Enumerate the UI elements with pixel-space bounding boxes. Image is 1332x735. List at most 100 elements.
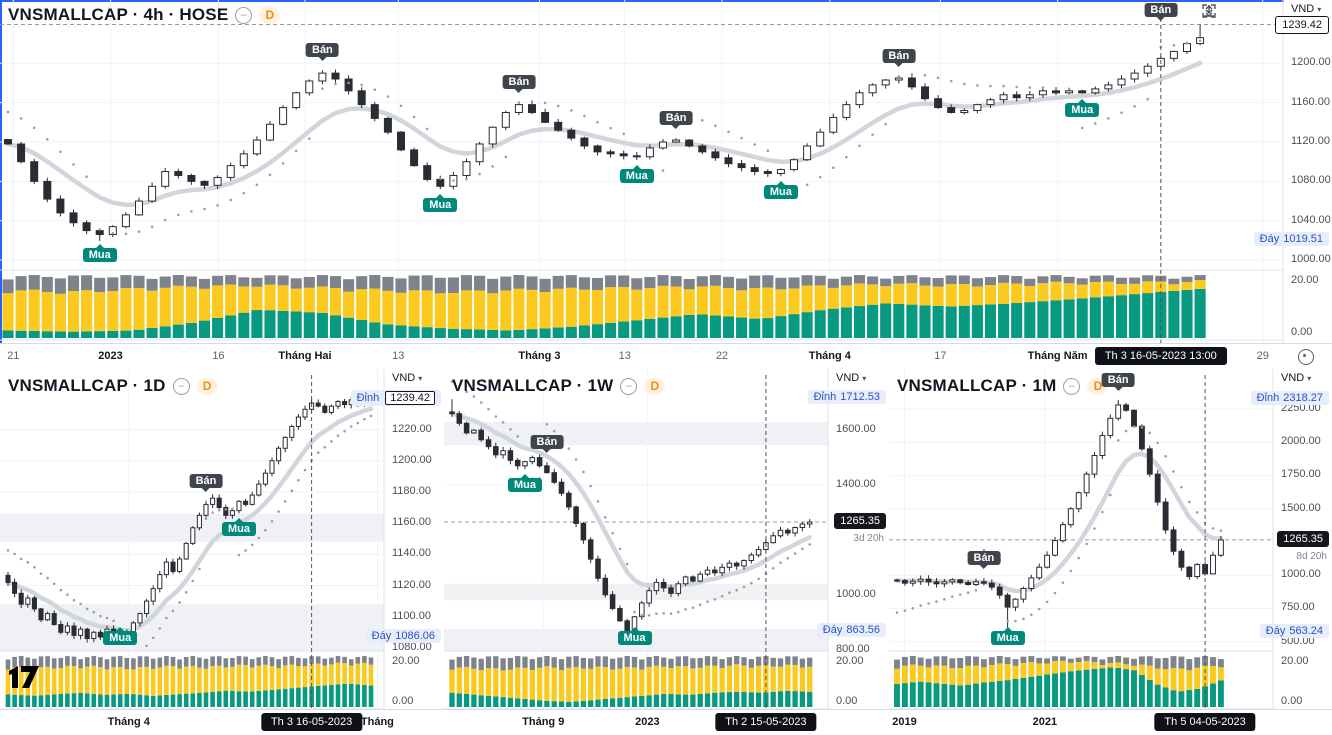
buy-signal-label: Mua xyxy=(619,165,654,184)
chart-title[interactable]: VNSMALLCAP · 1D xyxy=(8,376,166,395)
price-tick: 1040.00 xyxy=(1291,213,1331,226)
tradingview-watermark xyxy=(9,666,39,688)
currency-selector[interactable]: VND ▾ xyxy=(1281,372,1311,384)
candles-layer xyxy=(5,395,374,643)
buy-signal-label: Mua xyxy=(423,193,458,212)
sar-dots-layer xyxy=(6,414,373,648)
time-axis-label: Tháng Hai xyxy=(278,350,332,362)
time-axis-label: Tháng 4 xyxy=(107,716,150,728)
indicator-scale-max: 20.00 xyxy=(392,655,420,667)
chart-title[interactable]: VNSMALLCAP · 1W xyxy=(452,376,614,395)
price-tick: 1200.00 xyxy=(1291,56,1331,69)
chart-title[interactable]: VNSMALLCAP · 4h · HOSE xyxy=(8,5,229,24)
moving-average-line xyxy=(894,451,1224,594)
time-axis[interactable]: 21 2023 16 Tháng Hai 13 Tháng 3 13 22 Tháng 4 17 T… xyxy=(0,343,1332,369)
indicator-scale-max: 20.00 xyxy=(1291,274,1319,286)
time-axis-label: Tháng 4 xyxy=(808,350,851,362)
minus-circle-icon[interactable]: – xyxy=(235,6,253,24)
currency-label: VND xyxy=(1291,3,1315,15)
price-tick: 800.00 xyxy=(836,642,870,655)
bar-countdown: 3d 20h xyxy=(853,532,884,544)
sell-signal-label: Bán xyxy=(189,473,223,492)
time-axis-label: 2023 xyxy=(98,350,123,362)
currency-selector[interactable]: VND ▾ xyxy=(392,372,422,384)
sar-dots-layer xyxy=(895,425,1223,623)
minus-circle-icon[interactable]: – xyxy=(620,377,638,395)
sell-signal-label: Bán xyxy=(967,550,1001,569)
chart-panel-1d: VNSMALLCAP · 1D – D VND ▾ 1220.00 1200.00… xyxy=(0,369,445,735)
grid-layer xyxy=(0,369,384,709)
price-tick: 1140.00 xyxy=(392,547,431,560)
price-scale[interactable]: VND ▾ 1200.00 1160.00 1120.00 1080.00 1040.0… xyxy=(1253,0,1332,369)
chevron-down-icon: ▾ xyxy=(1307,373,1312,383)
crosshair-date-tooltip: Th 3 16-05-2023 xyxy=(260,713,363,731)
time-axis[interactable]: 2019 2021 Th 5 04-05-2023 xyxy=(889,709,1332,735)
sell-signal-label: Bán xyxy=(530,435,564,454)
bottom-price-tag: Đáy 863.56 xyxy=(816,623,886,638)
currency-selector[interactable]: VND ▾ xyxy=(1291,3,1321,15)
time-axis[interactable]: Tháng 4 Tháng Th 3 16-05-2023 xyxy=(0,709,444,735)
price-tick: 1080.00 xyxy=(1291,174,1331,187)
time-axis-label: 2023 xyxy=(635,716,660,728)
price-scale[interactable]: VND ▾ 2250.00 2000.00 1750.00 1500.00 1000.0… xyxy=(1250,369,1332,735)
price-tick: 1200.00 xyxy=(392,453,432,466)
buy-signal-label: Mua xyxy=(1065,98,1100,117)
currency-selector[interactable]: VND ▾ xyxy=(836,372,866,384)
indicator-scale-min: 0.00 xyxy=(1291,326,1313,338)
buy-signal-label: Mua xyxy=(763,181,798,200)
chart-canvas-1m[interactable] xyxy=(889,369,1332,735)
buy-signal-label: Mua xyxy=(617,627,652,645)
indicator-scale-min: 0.00 xyxy=(392,695,414,707)
crosshair-date-tooltip: Th 3 16-05-2023 13:00 xyxy=(1094,347,1227,365)
current-price-box: 1265.35 xyxy=(1277,530,1329,547)
sar-dots-layer xyxy=(450,380,811,617)
price-tick: 1220.00 xyxy=(392,422,432,435)
minus-circle-icon[interactable]: – xyxy=(172,377,190,395)
buy-signal-label: Mua xyxy=(222,518,256,537)
price-tick: 2250.00 xyxy=(1281,401,1321,414)
bottom-price-tag: Đáy 1019.51 xyxy=(1253,231,1329,246)
chart-title[interactable]: VNSMALLCAP · 1M xyxy=(897,376,1057,395)
buy-signal-label: Mua xyxy=(508,474,542,493)
price-tick: 750.00 xyxy=(1281,601,1315,614)
fullscreen-icon[interactable] xyxy=(1202,3,1277,27)
bottom-price-tag: Đáy 563.24 xyxy=(1259,624,1329,639)
timeframe-badge[interactable]: D xyxy=(196,377,218,395)
currency-label: VND xyxy=(392,372,416,384)
buy-signal-label: Mua xyxy=(990,627,1025,645)
price-tick: 1000.00 xyxy=(1291,253,1331,266)
chart-canvas-4h[interactable] xyxy=(0,0,1332,369)
chevron-down-icon: ▾ xyxy=(418,373,423,383)
chart-toolbar xyxy=(1201,3,1277,27)
price-scale[interactable]: VND ▾ 1220.00 1200.00 1180.00 1160.00 1140.0… xyxy=(350,369,444,735)
current-price-box: 1239.42 xyxy=(1275,16,1329,34)
bottom-price-tag: Đáy 1086.06 xyxy=(365,629,441,644)
time-axis-label: 16 xyxy=(212,350,225,362)
time-axis[interactable]: Tháng 9 2023 Th 2 15-05-2023 xyxy=(444,709,889,735)
indicator-bars xyxy=(5,656,374,707)
price-scale[interactable]: VND ▾ 1600.00 1400.00 1000.00 800.00 Đỉnh 171… xyxy=(807,369,889,735)
price-tick: 1400.00 xyxy=(836,478,876,491)
chart-header: VNSMALLCAP · 1W – D xyxy=(452,376,666,396)
indicator-bars xyxy=(894,656,1224,707)
time-axis-label: 13 xyxy=(392,350,405,362)
expand-icon[interactable] xyxy=(1205,3,1251,27)
buy-signal-label: Mua xyxy=(82,244,117,262)
timeframe-badge[interactable]: D xyxy=(644,377,666,395)
buy-signal-label: Mua xyxy=(103,627,138,645)
minus-circle-icon[interactable]: – xyxy=(1063,377,1081,395)
chart-header: VNSMALLCAP · 1D – D xyxy=(8,376,218,396)
axis-settings-icon[interactable] xyxy=(1298,349,1314,365)
grid-layer xyxy=(444,369,828,709)
indicator-bars xyxy=(2,275,1206,338)
sell-signal-label: Bán xyxy=(502,74,536,93)
timeframe-badge[interactable]: D xyxy=(259,6,281,24)
time-axis-label: 22 xyxy=(715,350,729,362)
sell-signal-label: Bán xyxy=(1101,372,1135,391)
chart-canvas-1d[interactable] xyxy=(0,369,444,735)
chart-panel-1m: VNSMALLCAP · 1M – D VND ▾ 2250.00 2000.00… xyxy=(889,369,1332,735)
price-tick: 1120.00 xyxy=(392,578,431,591)
price-tick: 1160.00 xyxy=(1291,95,1330,108)
moving-average-line xyxy=(5,60,1203,208)
chart-canvas-1w[interactable] xyxy=(444,369,889,735)
